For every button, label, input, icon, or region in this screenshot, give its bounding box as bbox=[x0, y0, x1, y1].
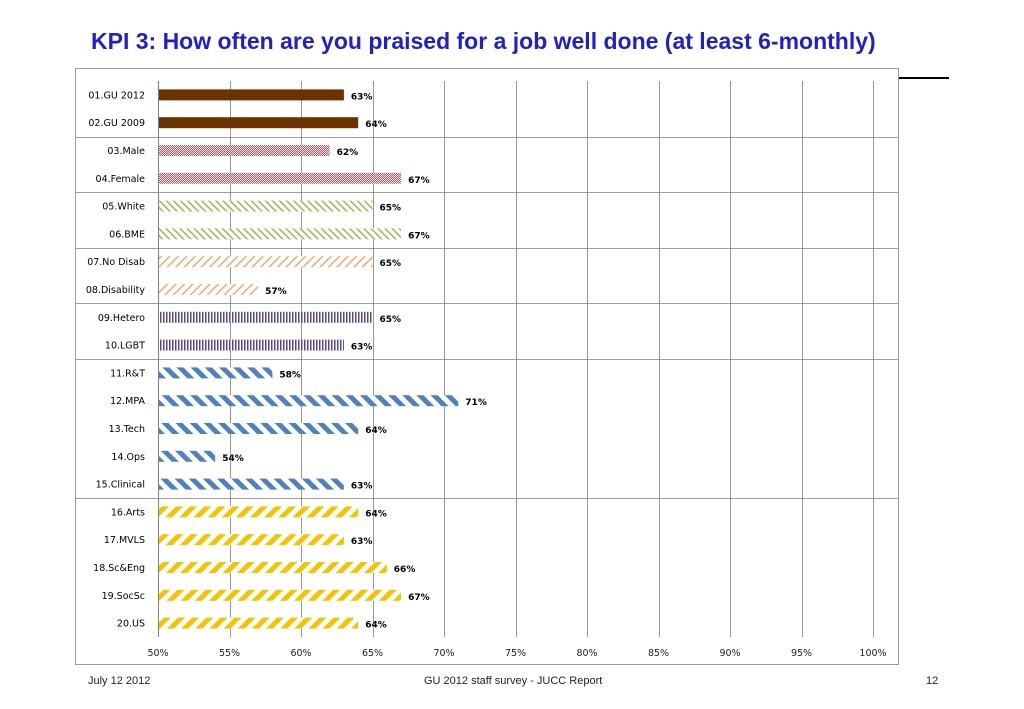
bar-20 bbox=[159, 617, 359, 629]
category-label: 06.BME bbox=[109, 229, 145, 240]
x-tick-label: 75% bbox=[505, 648, 526, 659]
value-label: 63% bbox=[351, 537, 373, 547]
title-rule bbox=[899, 77, 949, 79]
value-label: 71% bbox=[465, 398, 487, 408]
value-label: 64% bbox=[365, 426, 387, 436]
category-label: 17.MVLS bbox=[104, 535, 145, 546]
category-label: 02.GU 2009 bbox=[88, 118, 145, 129]
bar-layer bbox=[159, 89, 459, 629]
bar-15 bbox=[159, 478, 344, 490]
x-tick-label: 100% bbox=[859, 648, 886, 659]
bar-1 bbox=[159, 89, 344, 101]
category-label: 05.White bbox=[102, 202, 145, 213]
category-label: 08.Disability bbox=[86, 285, 146, 296]
footer-date: July 12 2012 bbox=[88, 675, 151, 687]
category-label: 13.Tech bbox=[109, 424, 145, 435]
value-label: 67% bbox=[408, 176, 430, 186]
bar-8 bbox=[159, 284, 259, 295]
bar-12 bbox=[159, 395, 459, 407]
bar-7 bbox=[159, 256, 373, 268]
bar-13 bbox=[159, 423, 359, 434]
bar-11 bbox=[159, 367, 273, 379]
category-label: 04.Female bbox=[96, 174, 146, 185]
x-tick-label: 60% bbox=[290, 648, 311, 659]
bar-10 bbox=[159, 339, 344, 351]
value-label: 54% bbox=[222, 454, 244, 464]
category-label: 03.Male bbox=[107, 146, 145, 157]
x-tick-label: 70% bbox=[433, 648, 454, 659]
bar-18 bbox=[159, 562, 387, 573]
category-label: 14.Ops bbox=[111, 452, 145, 463]
slide-title: KPI 3: How often are you praised for a j… bbox=[91, 28, 876, 54]
bar-17 bbox=[159, 534, 344, 546]
category-label: 20.US bbox=[117, 619, 145, 630]
category-label: 10.LGBT bbox=[105, 341, 145, 352]
bar-3 bbox=[159, 145, 330, 156]
bar-19 bbox=[159, 589, 402, 601]
category-label: 07.No Disab bbox=[87, 257, 145, 268]
value-label: 66% bbox=[394, 565, 416, 575]
category-label: 12.MPA bbox=[110, 396, 145, 407]
x-tick-label: 50% bbox=[147, 648, 168, 659]
x-tick-label: 80% bbox=[576, 648, 597, 659]
bar-16 bbox=[159, 506, 359, 518]
x-tick-label: 90% bbox=[719, 648, 740, 659]
value-label: 67% bbox=[408, 231, 430, 241]
grid-layer bbox=[76, 81, 898, 637]
category-label: 15.Clinical bbox=[96, 480, 145, 491]
category-label: 18.Sc&Eng bbox=[93, 563, 145, 574]
value-label: 58% bbox=[279, 370, 301, 380]
category-label: 01.GU 2012 bbox=[88, 90, 145, 101]
footer-report-title: GU 2012 staff survey - JUCC Report bbox=[424, 675, 603, 687]
category-label: 16.Arts bbox=[111, 507, 145, 518]
category-label: 11.R&T bbox=[110, 368, 145, 379]
value-label: 62% bbox=[337, 148, 359, 158]
value-label: 67% bbox=[408, 593, 430, 603]
value-label: 64% bbox=[365, 621, 387, 631]
bar-6 bbox=[159, 228, 402, 240]
kpi3-bar-chart: 50% 55% 60% 65% 70% 75% 80% 85% 90% 95% 100% 01.GU … bbox=[76, 81, 898, 659]
label-layer: 50% 55% 60% 65% 70% 75% 80% 85% 90% 95% 100% 01.GU … bbox=[86, 90, 887, 659]
bar-2 bbox=[159, 117, 359, 129]
value-label: 63% bbox=[351, 343, 373, 353]
value-label: 65% bbox=[380, 204, 402, 214]
value-label: 63% bbox=[351, 482, 373, 492]
page-number: 12 bbox=[926, 675, 939, 687]
bar-14 bbox=[159, 450, 216, 462]
x-tick-label: 95% bbox=[791, 648, 812, 659]
x-tick-label: 85% bbox=[648, 648, 669, 659]
category-label: 19.SocSc bbox=[102, 591, 145, 602]
value-label: 57% bbox=[265, 287, 287, 297]
value-label: 64% bbox=[365, 509, 387, 519]
bar-4 bbox=[159, 172, 402, 184]
x-tick-label: 55% bbox=[219, 648, 240, 659]
bar-5 bbox=[159, 200, 373, 212]
value-label: 64% bbox=[365, 120, 387, 130]
chart-area: 50% 55% 60% 65% 70% 75% 80% 85% 90% 95% 100% 01.GU … bbox=[75, 68, 899, 665]
category-label: 09.Hetero bbox=[98, 313, 145, 324]
value-label: 63% bbox=[351, 92, 373, 102]
value-label: 65% bbox=[380, 315, 402, 325]
bar-9 bbox=[159, 311, 373, 323]
value-label: 65% bbox=[380, 259, 402, 269]
x-tick-label: 65% bbox=[362, 648, 383, 659]
